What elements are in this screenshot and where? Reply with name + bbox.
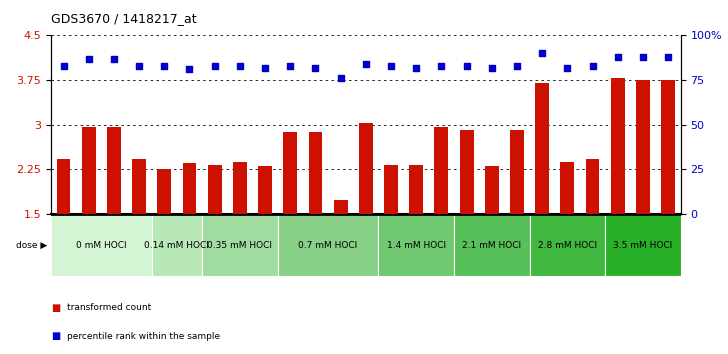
Point xyxy=(83,56,95,62)
Bar xyxy=(661,80,675,214)
Point xyxy=(309,65,321,70)
Point xyxy=(411,65,422,70)
Bar xyxy=(535,83,549,214)
Text: percentile rank within the sample: percentile rank within the sample xyxy=(67,332,220,341)
Bar xyxy=(309,132,323,214)
Bar xyxy=(359,123,373,214)
Text: ■: ■ xyxy=(51,303,60,313)
Text: ■: ■ xyxy=(51,331,60,341)
Bar xyxy=(384,165,398,214)
Bar xyxy=(132,159,146,214)
Point xyxy=(612,54,623,60)
Text: 0 mM HOCl: 0 mM HOCl xyxy=(76,241,127,250)
Bar xyxy=(82,127,95,214)
Point xyxy=(587,63,598,69)
Point xyxy=(133,63,145,69)
Bar xyxy=(283,132,297,214)
Point xyxy=(537,50,548,56)
Point xyxy=(385,63,397,69)
Bar xyxy=(636,80,650,214)
Bar xyxy=(379,214,454,276)
Bar xyxy=(435,127,448,214)
Bar xyxy=(459,130,473,214)
Bar xyxy=(510,130,524,214)
Point xyxy=(637,54,649,60)
Text: 0.14 mM HOCl: 0.14 mM HOCl xyxy=(144,241,210,250)
Bar xyxy=(151,214,202,276)
Bar xyxy=(57,159,71,214)
Point xyxy=(259,65,271,70)
Point xyxy=(209,63,221,69)
Bar xyxy=(107,127,121,214)
Text: transformed count: transformed count xyxy=(67,303,151,313)
Bar xyxy=(207,165,221,214)
Bar xyxy=(202,214,277,276)
Bar xyxy=(183,163,197,214)
Point xyxy=(108,56,120,62)
Point xyxy=(461,63,472,69)
Bar xyxy=(485,166,499,214)
Text: 3.5 mM HOCl: 3.5 mM HOCl xyxy=(613,241,673,250)
Bar xyxy=(611,78,625,214)
Text: 2.1 mM HOCl: 2.1 mM HOCl xyxy=(462,241,521,250)
Point xyxy=(360,61,372,67)
Bar xyxy=(277,214,379,276)
Bar xyxy=(51,214,151,276)
Point xyxy=(435,63,447,69)
Point xyxy=(511,63,523,69)
Bar xyxy=(561,162,574,214)
Point xyxy=(234,63,246,69)
Point xyxy=(561,65,573,70)
Point xyxy=(58,63,69,69)
Point xyxy=(662,54,674,60)
Bar xyxy=(454,214,529,276)
Point xyxy=(159,63,170,69)
Bar xyxy=(605,214,681,276)
Bar xyxy=(258,166,272,214)
Point xyxy=(183,67,195,72)
Text: 2.8 mM HOCl: 2.8 mM HOCl xyxy=(538,241,597,250)
Point xyxy=(486,65,498,70)
Bar xyxy=(529,214,605,276)
Bar xyxy=(585,159,599,214)
Text: 1.4 mM HOCl: 1.4 mM HOCl xyxy=(387,241,446,250)
Text: 0.35 mM HOCl: 0.35 mM HOCl xyxy=(207,241,272,250)
Text: GDS3670 / 1418217_at: GDS3670 / 1418217_at xyxy=(51,12,197,25)
Bar xyxy=(157,170,171,214)
Text: dose ▶: dose ▶ xyxy=(16,241,47,250)
Point xyxy=(285,63,296,69)
Point xyxy=(335,75,347,81)
Text: 0.7 mM HOCl: 0.7 mM HOCl xyxy=(298,241,357,250)
Bar xyxy=(409,165,423,214)
Bar xyxy=(333,200,347,214)
Bar xyxy=(233,162,247,214)
